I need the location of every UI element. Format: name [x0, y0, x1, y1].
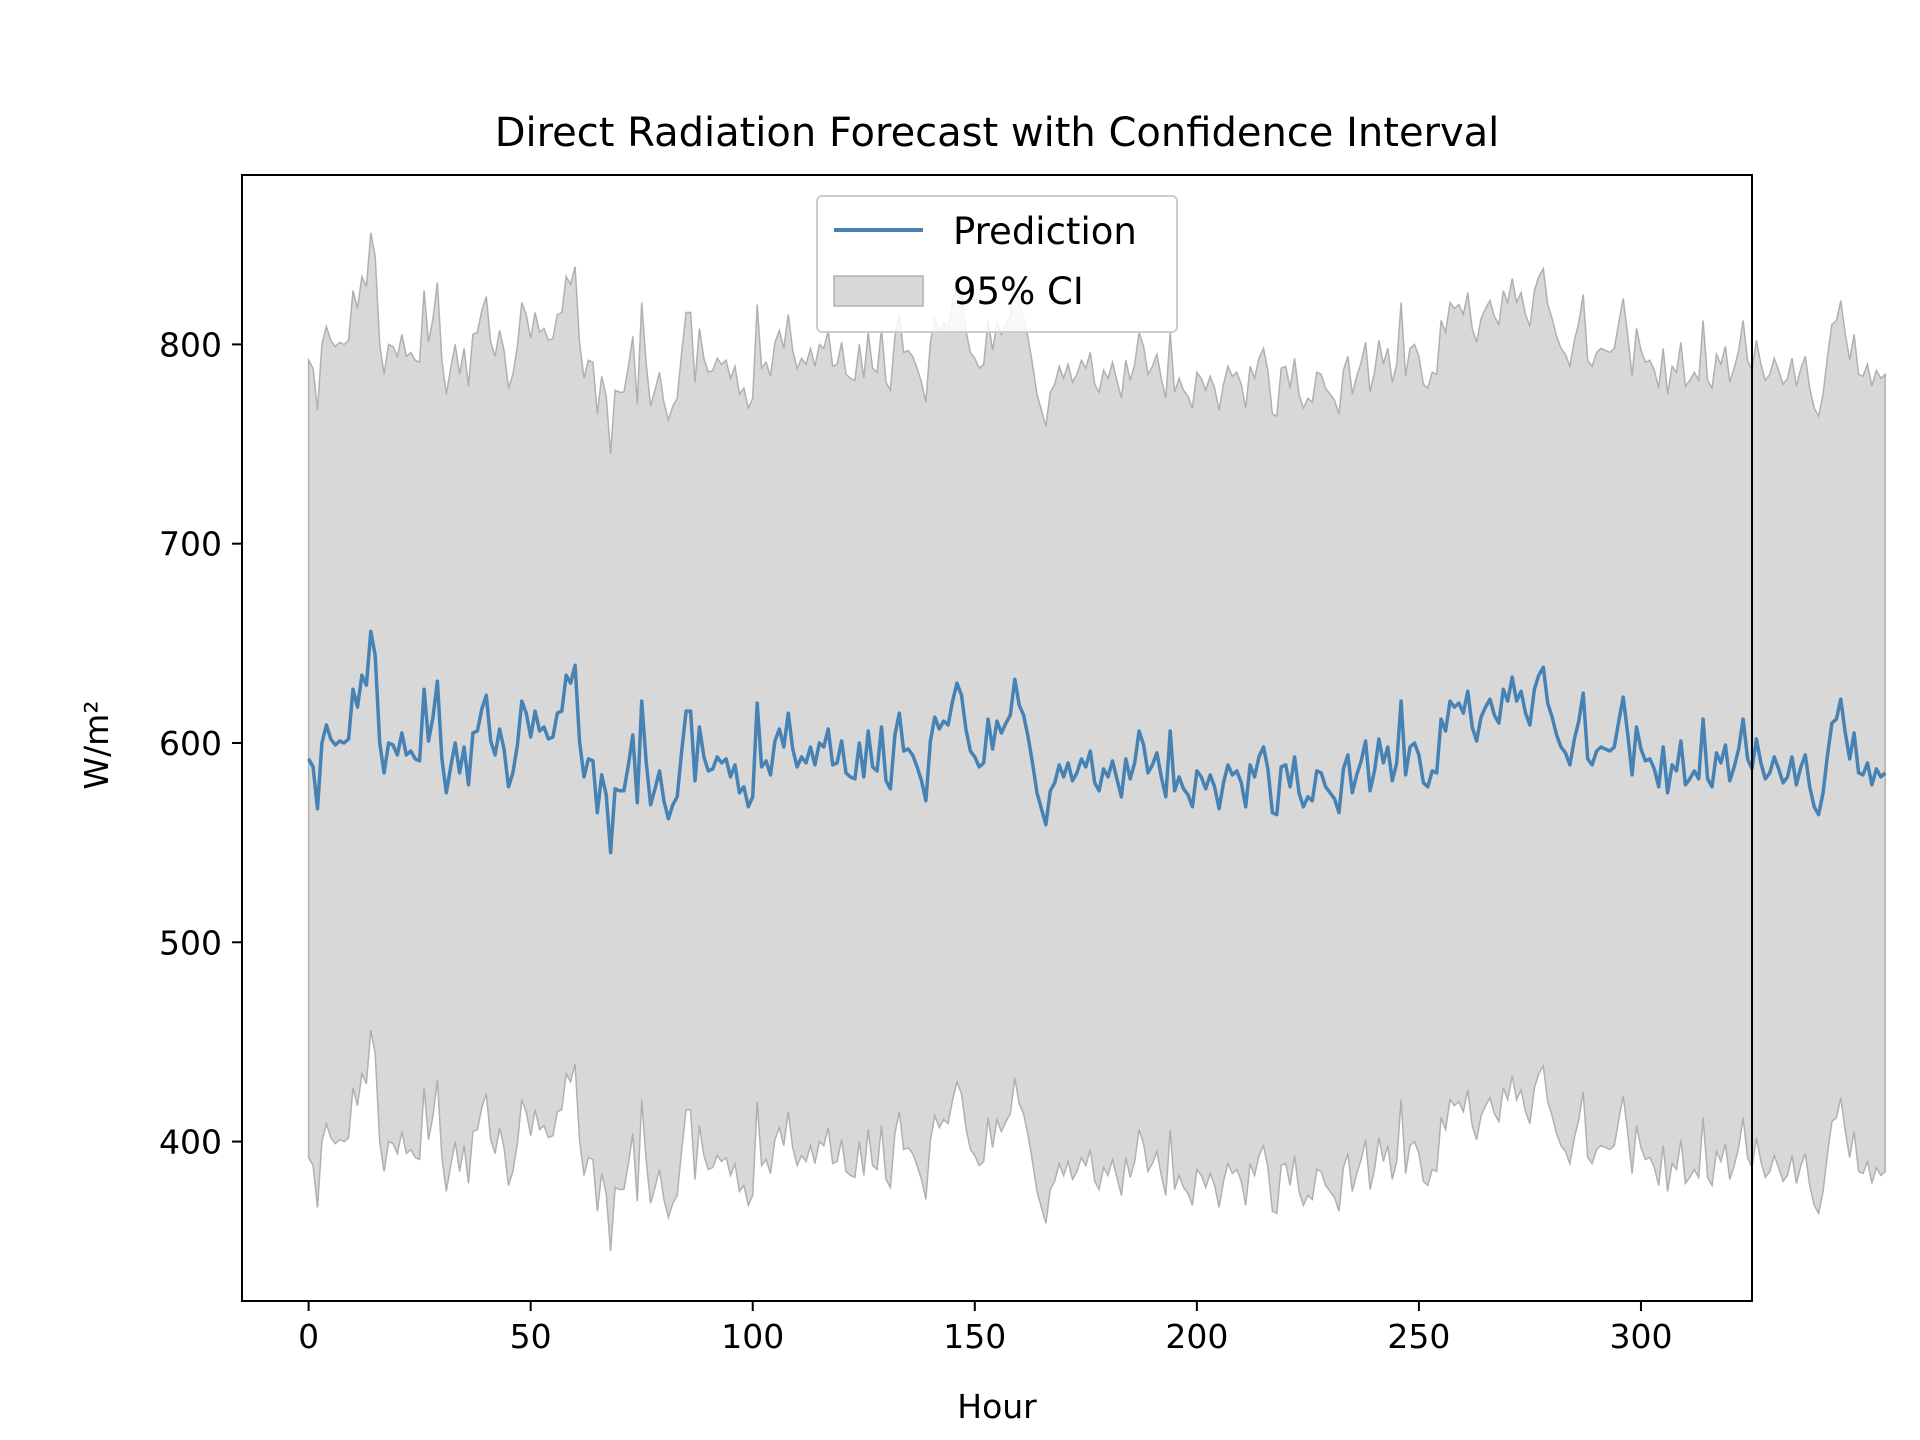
legend-ci-label: 95% CI [953, 270, 1084, 313]
y-axis: 400 500 600 700 800 [159, 325, 242, 1162]
ci-band [307, 232, 1886, 1252]
x-tick-label: 300 [1609, 1317, 1672, 1356]
axes-frame [241, 174, 1753, 1302]
plot-area [307, 232, 1887, 1252]
y-tick-label: 500 [159, 923, 222, 962]
y-tick-label: 400 [159, 1123, 222, 1162]
x-axis-label: Hour [957, 1387, 1037, 1426]
y-tick-label: 700 [159, 525, 222, 564]
x-tick-label: 200 [1165, 1317, 1228, 1356]
legend-ci-swatch [833, 275, 924, 307]
x-tick-label: 50 [510, 1317, 552, 1356]
x-tick-label: 100 [721, 1317, 784, 1356]
y-tick-label: 800 [159, 325, 222, 364]
legend: Prediction 95% CI [816, 195, 1178, 333]
prediction-line [307, 629, 1887, 855]
y-tick-label: 600 [159, 724, 222, 763]
y-axis-label: W/m² [77, 700, 116, 789]
x-axis: 0 50 100 150 200 250 300 [298, 1301, 1672, 1356]
chart-title: Direct Radiation Forecast with Confidenc… [495, 110, 1500, 156]
x-tick-label: 250 [1387, 1317, 1450, 1356]
legend-prediction-label: Prediction [953, 210, 1137, 253]
x-tick-label: 0 [298, 1317, 319, 1356]
x-tick-label: 150 [943, 1317, 1006, 1356]
